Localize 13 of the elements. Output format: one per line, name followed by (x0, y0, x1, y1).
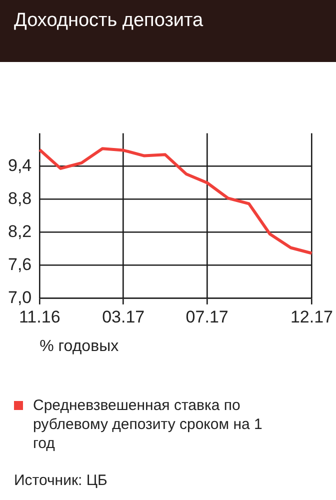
chart-title: Доходность депозита (0, 0, 336, 62)
y-tick-label: 7,0 (8, 288, 32, 308)
y-tick-label: 8,8 (8, 188, 32, 208)
y-tick-label: 7,6 (8, 255, 32, 274)
x-axis-title: % годовых (40, 338, 119, 355)
x-tick-label: 03.17 (102, 307, 145, 326)
y-tick-label: 8,2 (8, 222, 32, 242)
x-tick-label: 12.17 (290, 307, 334, 326)
x-tick-label: 07.17 (186, 307, 228, 326)
text: Источник: ЦБ (14, 472, 108, 489)
legend-label: Средневзвешенная ставка по рублевому депозиту сроком на 1 год (33, 396, 264, 453)
y-tick-label: 9,4 (8, 156, 32, 175)
x-tick-label: 11.16 (18, 307, 60, 326)
